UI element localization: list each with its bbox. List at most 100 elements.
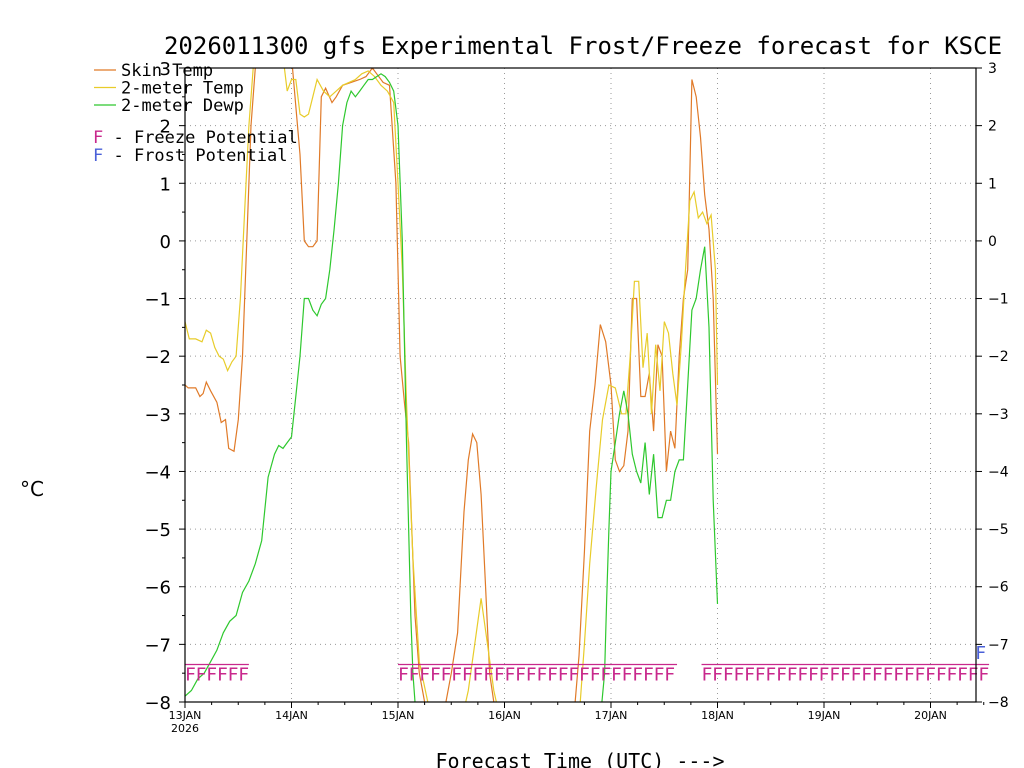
freeze-mark: F bbox=[664, 665, 675, 686]
freeze-mark: F bbox=[409, 665, 420, 686]
freeze-mark: F bbox=[851, 665, 862, 686]
freeze-mark: F bbox=[228, 665, 239, 686]
y-tick-label-right: −3 bbox=[988, 407, 1009, 423]
freeze-mark: F bbox=[462, 665, 473, 686]
x-axis: 13JAN 14JAN 15JAN 16JAN 17JAN 18JAN 19JAN 20JAN… bbox=[169, 702, 985, 735]
freeze-mark: F bbox=[957, 665, 968, 686]
freeze-mark: F bbox=[733, 665, 744, 686]
freeze-mark: F bbox=[600, 665, 611, 686]
freeze-mark: F bbox=[206, 665, 217, 686]
series-line-2-meter-dewp bbox=[185, 73, 719, 702]
y-tick-label-right: 0 bbox=[988, 234, 997, 250]
freeze-mark: F bbox=[978, 665, 989, 686]
freeze-mark: F bbox=[558, 665, 569, 686]
y-axis: 3 3 2 2 1 1 0 0 −1 −1 −2 −2 −3 −3 −4 −4 −5 −5 −6 −6 −7 −7 −8 −8 bbox=[144, 59, 1008, 714]
freeze-mark: F bbox=[398, 665, 409, 686]
y-tick-label-right: 1 bbox=[988, 176, 997, 192]
y-tick-label: 3 bbox=[160, 59, 171, 80]
y-tick-label-right: −6 bbox=[988, 580, 1009, 596]
freeze-mark: F bbox=[797, 665, 808, 686]
freeze-mark: F bbox=[915, 665, 926, 686]
frost-mark: F bbox=[975, 643, 986, 664]
freeze-mark: F bbox=[904, 665, 915, 686]
freeze-mark: F bbox=[893, 665, 904, 686]
x-tick-label: 17JAN bbox=[595, 709, 628, 722]
freeze-mark: F bbox=[936, 665, 947, 686]
y-tick-label: 2 bbox=[160, 117, 171, 138]
y-tick-label: −6 bbox=[144, 578, 171, 599]
series-line-2-meter-temp bbox=[185, 68, 719, 702]
freeze-mark: F bbox=[526, 665, 537, 686]
y-tick-label-right: −7 bbox=[988, 637, 1009, 653]
x-tick-label: 14JAN bbox=[275, 709, 308, 722]
freeze-mark: F bbox=[568, 665, 579, 686]
grid-lines bbox=[185, 68, 976, 702]
freeze-mark: F bbox=[755, 665, 766, 686]
freeze-mark: F bbox=[494, 665, 505, 686]
freeze-mark: F bbox=[632, 665, 643, 686]
freeze-mark: F bbox=[776, 665, 787, 686]
freeze-mark: F bbox=[441, 665, 452, 686]
y-tick-label-right: −2 bbox=[988, 349, 1009, 365]
legend-label: 2-meter Temp bbox=[121, 79, 244, 99]
freeze-mark: F bbox=[654, 665, 665, 686]
potential-legend-symbol: F bbox=[93, 128, 103, 148]
y-tick-label: −8 bbox=[144, 693, 171, 714]
freeze-mark: F bbox=[451, 665, 462, 686]
potential-legend-text: - Frost Potential bbox=[103, 146, 287, 166]
freeze-mark: F bbox=[473, 665, 484, 686]
legend-label: Skin Temp bbox=[121, 61, 213, 81]
series-lines bbox=[185, 68, 719, 702]
freeze-mark: F bbox=[883, 665, 894, 686]
y-axis-label: °C bbox=[20, 477, 44, 501]
freeze-mark: F bbox=[515, 665, 526, 686]
freeze-mark: F bbox=[579, 665, 590, 686]
freeze-mark: F bbox=[238, 665, 249, 686]
potential-legend-symbol: F bbox=[93, 146, 103, 166]
freeze-mark: F bbox=[622, 665, 633, 686]
freeze-mark: F bbox=[483, 665, 494, 686]
freeze-mark: F bbox=[787, 665, 798, 686]
y-tick-label-right: 3 bbox=[988, 61, 997, 77]
x-tick-sublabel: 2026 bbox=[171, 722, 199, 735]
x-tick-label: 13JAN bbox=[169, 709, 202, 722]
freeze-mark: F bbox=[840, 665, 851, 686]
series-line-skin-temp bbox=[185, 68, 719, 702]
potential-legend-text: - Freeze Potential bbox=[103, 128, 297, 148]
freeze-mark: F bbox=[744, 665, 755, 686]
freeze-mark: F bbox=[925, 665, 936, 686]
freeze-mark: F bbox=[611, 665, 622, 686]
freeze-mark: F bbox=[968, 665, 979, 686]
y-tick-label-right: −4 bbox=[988, 464, 1009, 480]
freeze-mark: F bbox=[419, 665, 430, 686]
y-tick-label-right: −8 bbox=[988, 695, 1009, 711]
x-tick-label: 19JAN bbox=[808, 709, 841, 722]
x-tick-label: 20JAN bbox=[914, 709, 947, 722]
freeze-mark: F bbox=[808, 665, 819, 686]
y-tick-label-right: 2 bbox=[988, 119, 997, 135]
x-tick-label: 18JAN bbox=[701, 709, 734, 722]
freeze-mark: F bbox=[217, 665, 228, 686]
y-tick-label: −5 bbox=[144, 520, 171, 541]
freeze-mark: F bbox=[196, 665, 207, 686]
freeze-mark: F bbox=[765, 665, 776, 686]
plot-frame bbox=[184, 67, 977, 703]
y-tick-label: 0 bbox=[160, 232, 171, 253]
freeze-mark: F bbox=[505, 665, 516, 686]
y-tick-label: −3 bbox=[144, 405, 171, 426]
freeze-mark: F bbox=[712, 665, 723, 686]
y-tick-label: −1 bbox=[144, 290, 171, 311]
freeze-mark: F bbox=[829, 665, 840, 686]
chart-title: 2026011300 gfs Experimental Frost/Freeze… bbox=[164, 32, 1002, 60]
x-tick-label: 15JAN bbox=[382, 709, 415, 722]
potential-legend-entry: F - Freeze Potential bbox=[93, 128, 298, 148]
x-axis-label: Forecast Time (UTC) ---> bbox=[436, 749, 725, 768]
freeze-mark: F bbox=[643, 665, 654, 686]
freeze-mark: F bbox=[185, 665, 196, 686]
y-tick-label: −4 bbox=[144, 462, 171, 483]
freeze-mark: F bbox=[702, 665, 713, 686]
y-tick-label: −7 bbox=[144, 635, 171, 656]
freeze-mark: F bbox=[430, 665, 441, 686]
